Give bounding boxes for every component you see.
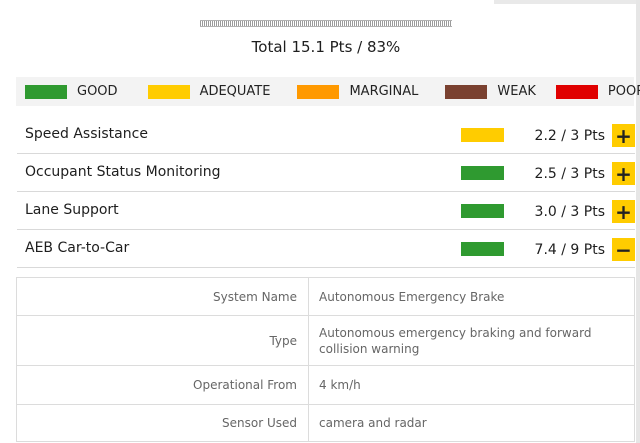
legend-swatch-good	[25, 84, 67, 99]
category-row-aeb-car-to-car: AEB Car-to-Car 7.4 / 9 Pts −	[17, 230, 635, 268]
rating-bar	[461, 128, 504, 142]
rating-bar	[461, 242, 504, 256]
rating-bar	[461, 204, 504, 218]
category-label: AEB Car-to-Car	[25, 240, 130, 256]
legend-adequate: ADEQUATE	[147, 77, 271, 106]
category-score: 3.0 / 3 Pts	[534, 204, 605, 220]
detail-label: Type	[17, 316, 309, 365]
category-row-speed-assistance: Speed Assistance 2.2 / 3 Pts +	[17, 116, 635, 154]
detail-value: Autonomous emergency braking and forward…	[319, 325, 592, 356]
category-label: Speed Assistance	[25, 126, 148, 142]
legend-swatch-poor	[555, 84, 598, 99]
expand-plus-icon[interactable]: +	[612, 124, 635, 147]
legend-label-adequate: ADEQUATE	[199, 84, 271, 99]
legend-good: GOOD	[25, 77, 118, 106]
category-row-lane-support: Lane Support 3.0 / 3 Pts +	[17, 192, 635, 230]
legend-swatch-weak	[445, 84, 488, 99]
category-row-occupant-status-monitoring: Occupant Status Monitoring 2.5 / 3 Pts +	[17, 154, 635, 192]
category-list: Speed Assistance 2.2 / 3 Pts + Occupant …	[17, 116, 635, 268]
expand-plus-icon[interactable]: +	[612, 162, 635, 185]
legend-label-marginal: MARGINAL	[349, 84, 419, 99]
category-score: 2.2 / 3 Pts	[534, 128, 605, 144]
legend-swatch-marginal	[297, 84, 340, 99]
detail-label: Operational From	[17, 366, 309, 404]
category-score: 7.4 / 9 Pts	[534, 242, 605, 258]
top-divider	[494, 0, 636, 4]
category-label: Occupant Status Monitoring	[25, 164, 221, 180]
legend-marginal: MARGINAL	[297, 77, 418, 106]
rating-bar	[461, 166, 504, 180]
category-label: Lane Support	[25, 202, 119, 218]
legend-poor: POOR	[555, 77, 640, 106]
legend-label-poor: POOR	[607, 84, 640, 99]
detail-label: System Name	[17, 278, 309, 315]
legend-label-good: GOOD	[77, 84, 118, 99]
detail-value: 4 km/h	[319, 378, 361, 392]
detail-row-operational-from: Operational From 4 km/h	[17, 366, 634, 405]
page-scroll-area	[634, 0, 640, 443]
expand-plus-icon[interactable]: +	[612, 200, 635, 223]
detail-value: camera and radar	[319, 416, 427, 430]
legend-label-weak: WEAK	[497, 84, 536, 99]
legend-swatch-adequate	[147, 84, 190, 99]
detail-value: Autonomous Emergency Brake	[319, 289, 505, 304]
total-score: Total 15.1 Pts / 83%	[251, 38, 401, 56]
detail-row-sensor-used: Sensor Used camera and radar	[17, 405, 634, 442]
rating-legend: GOOD ADEQUATE MARGINAL WEAK POOR	[16, 77, 640, 106]
detail-row-type: Type Autonomous emergency braking and fo…	[17, 316, 634, 366]
detail-row-system-name: System Name Autonomous Emergency Brake	[17, 278, 634, 316]
detail-label: Sensor Used	[17, 405, 309, 441]
aeb-details-table: System Name Autonomous Emergency Brake T…	[16, 277, 635, 442]
category-score: 2.5 / 3 Pts	[534, 166, 605, 182]
legend-weak: WEAK	[445, 77, 536, 106]
collapse-minus-icon[interactable]: −	[612, 238, 635, 261]
total-score-bar	[200, 20, 452, 27]
